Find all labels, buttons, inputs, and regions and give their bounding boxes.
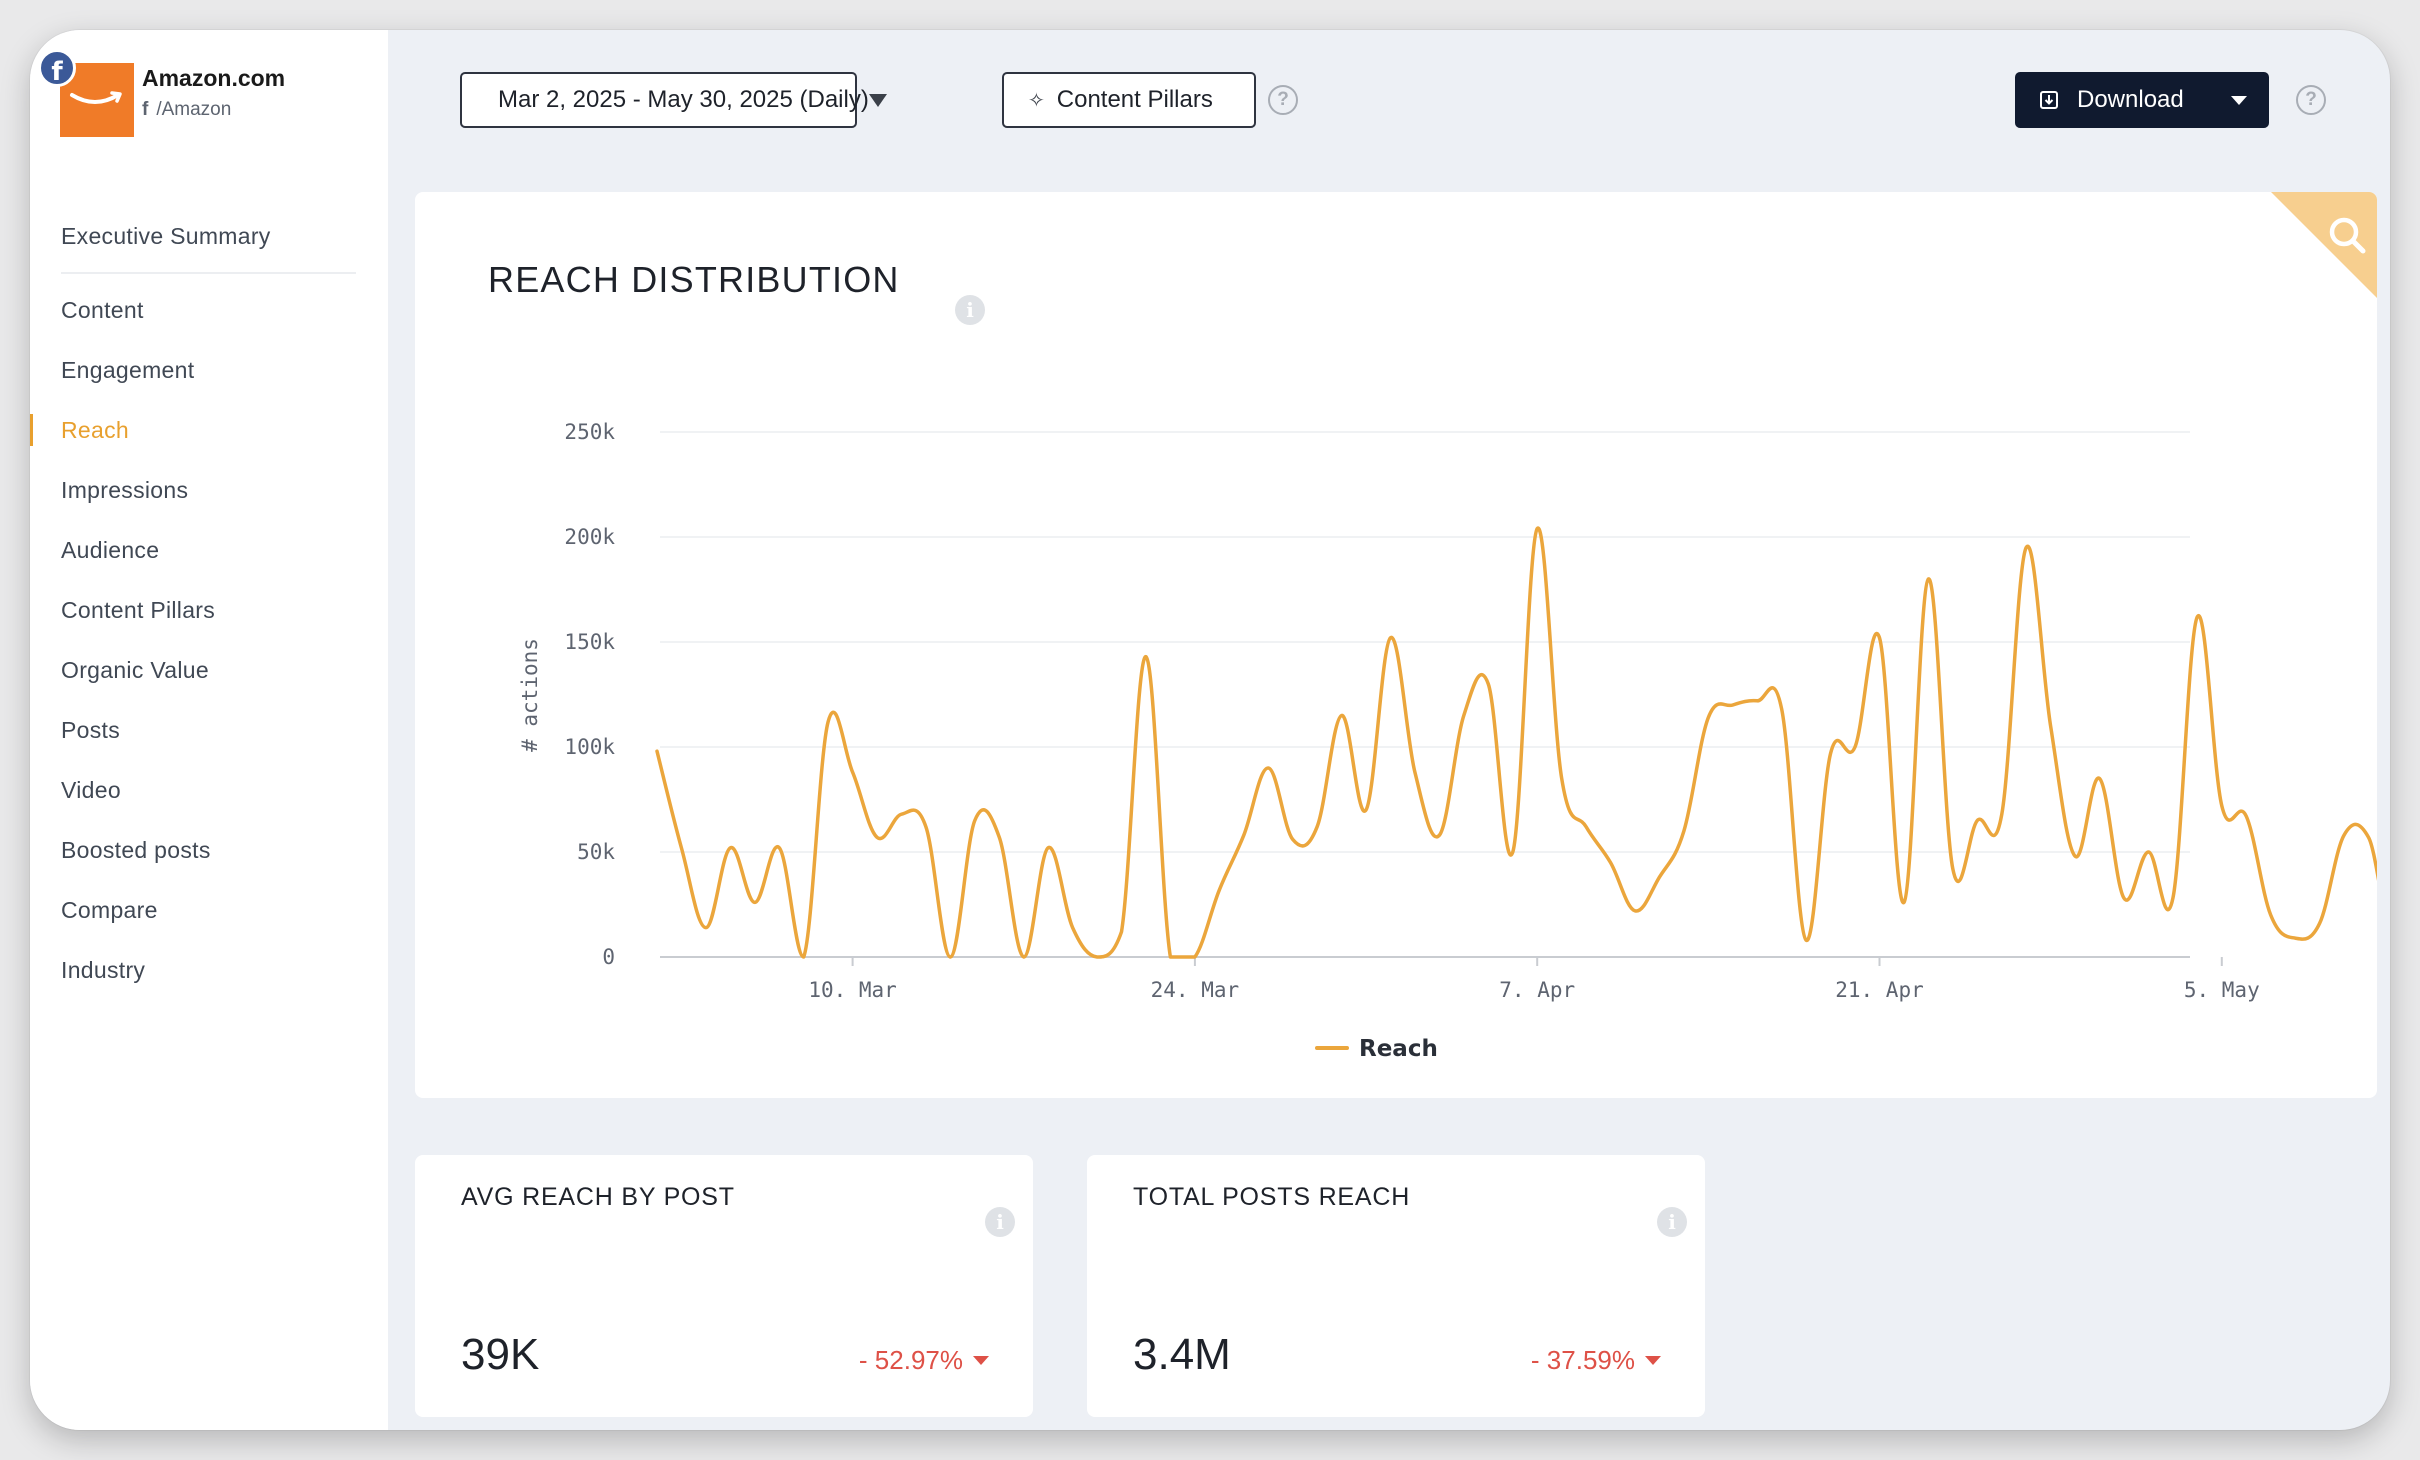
sidebar-item-boosted-posts[interactable]: Boosted posts [61, 837, 211, 863]
brand-name: Amazon.com [142, 65, 286, 91]
sidebar-item-engagement[interactable]: Engagement [61, 357, 195, 383]
kpi-card-avg-reach: AVG REACH BY POST i 39K - 52.97% [415, 1155, 1033, 1417]
y-tick-label: 50k [577, 840, 615, 864]
date-range-label: Mar 2, 2025 - May 30, 2025 (Daily) [498, 86, 869, 113]
nav-divider [61, 272, 356, 274]
kpi-change: - 37.59% [1531, 1345, 1661, 1376]
info-icon[interactable]: i [1657, 1207, 1687, 1237]
sidebar-item-content[interactable]: Content [61, 297, 144, 323]
brand-header[interactable]: f Amazon.com f/Amazon [38, 49, 380, 153]
legend-label-reach: Reach [1359, 1036, 1438, 1062]
zoom-corner[interactable] [2271, 192, 2377, 298]
sidebar-item-reach[interactable]: Reach [30, 400, 388, 460]
kpi-card-total-posts-reach: TOTAL POSTS REACH i 3.4M - 37.59% [1087, 1155, 1705, 1417]
brand-handle: f/Amazon [142, 99, 231, 121]
kpi-value: 3.4M [1133, 1330, 1231, 1379]
kpi-change: - 52.97% [859, 1345, 989, 1376]
kpi-change-text: - 52.97% [858, 1345, 963, 1375]
brand-handle-text: /Amazon [156, 99, 232, 120]
sidebar-item-video[interactable]: Video [61, 777, 121, 803]
sidebar-item-content-pillars[interactable]: Content Pillars [61, 597, 216, 623]
download-button[interactable]: Download [2015, 72, 2269, 128]
facebook-small-icon: f [142, 99, 149, 120]
triangle-down-icon [1645, 1356, 1661, 1365]
info-icon[interactable]: i [985, 1207, 1015, 1237]
y-axis-title: # actions [518, 638, 542, 752]
kpi-title: AVG REACH BY POST [461, 1183, 735, 1211]
sidebar-nav: Executive Summary Content Engagement Rea… [30, 200, 388, 1000]
sparkle-icon: ✧ [1028, 89, 1045, 112]
chevron-down-icon [868, 93, 887, 107]
chevron-down-icon[interactable] [2231, 95, 2247, 105]
reach-distribution-card: REACH DISTRIBUTION i 0 50k 100k 150k 200k 250… [415, 192, 2377, 1098]
sidebar-item-posts[interactable]: Posts [61, 717, 121, 743]
y-tick-label: 250k [564, 420, 615, 444]
x-tick-label: 24. Mar [1151, 978, 1240, 1002]
date-range-picker[interactable]: Mar 2, 2025 - May 30, 2025 (Daily) [460, 72, 887, 128]
help-icon[interactable]: ? [2296, 85, 2326, 115]
kpi-value: 39K [461, 1330, 540, 1379]
chart-title: REACH DISTRIBUTION [488, 259, 900, 300]
sidebar-item-industry[interactable]: Industry [61, 957, 146, 983]
search-icon [2329, 217, 2359, 247]
facebook-icon: f [38, 49, 76, 87]
app-window: f Amazon.com f/Amazon Executive Summary … [30, 30, 2390, 1430]
info-icon[interactable]: i [955, 295, 985, 325]
sidebar-item-audience[interactable]: Audience [61, 537, 160, 563]
kpi-title: TOTAL POSTS REACH [1133, 1183, 1411, 1211]
download-icon [2040, 91, 2058, 109]
x-tick-label: 10. Mar [808, 978, 897, 1002]
sidebar: f Amazon.com f/Amazon Executive Summary … [30, 30, 388, 1430]
content-pillars-label: Content Pillars [1056, 86, 1213, 113]
content-pillars-button[interactable]: ✧ Content Pillars [1002, 72, 1256, 128]
sidebar-item-compare[interactable]: Compare [61, 897, 158, 923]
amazon-smile-icon [70, 91, 122, 104]
sidebar-item-impressions[interactable]: Impressions [61, 477, 189, 503]
series-line-reach [655, 526, 2377, 959]
triangle-down-icon [973, 1356, 989, 1365]
y-tick-label: 150k [564, 630, 615, 654]
download-label: Download [2077, 86, 2184, 113]
sidebar-item-organic-value[interactable]: Organic Value [61, 657, 209, 683]
x-tick-label: 21. Apr [1835, 978, 1924, 1002]
sidebar-item-executive-summary[interactable]: Executive Summary [61, 223, 271, 249]
y-tick-label: 100k [564, 735, 615, 759]
y-tick-label: 200k [564, 525, 615, 549]
x-tick-label: 7. Apr [1499, 978, 1575, 1002]
y-tick-label: 0 [602, 945, 615, 969]
reach-line-chart: 0 50k 100k 150k 200k 250k # actions 10. Mar 24. … [518, 420, 2377, 1062]
x-tick-label: 5. May [2184, 978, 2260, 1002]
help-icon[interactable]: ? [1268, 85, 1298, 115]
kpi-change-text: - 37.59% [1530, 1345, 1635, 1375]
